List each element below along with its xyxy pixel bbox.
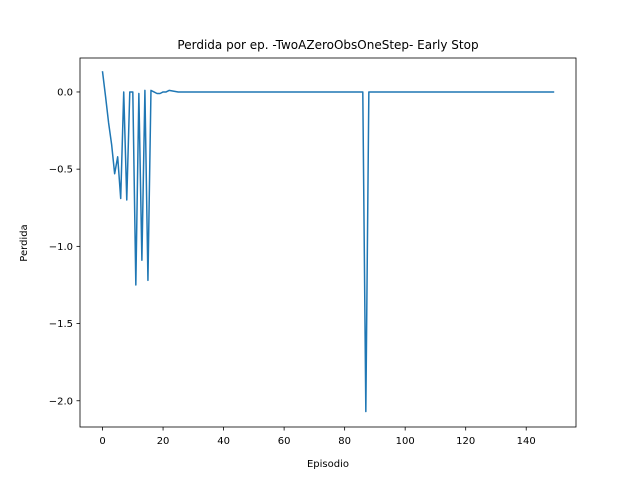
x-tick-label: 140 bbox=[517, 436, 536, 447]
x-tick-label: 80 bbox=[338, 436, 351, 447]
y-tick-label: −1.5 bbox=[49, 319, 73, 330]
y-axis-label: Perdida bbox=[19, 224, 30, 261]
x-tick-label: 40 bbox=[217, 436, 230, 447]
x-axis: 0 20 40 60 80 100 120 140 bbox=[99, 427, 536, 447]
y-tick-label: 0.0 bbox=[57, 87, 73, 98]
x-tick-label: 20 bbox=[157, 436, 170, 447]
chart-title: Perdida por ep. -TwoAZeroObsOneStep- Ear… bbox=[177, 38, 478, 52]
x-tick-label: 100 bbox=[396, 436, 415, 447]
y-tick-label: −1.0 bbox=[49, 242, 73, 253]
y-tick-label: −0.5 bbox=[49, 165, 73, 176]
x-tick-label: 120 bbox=[456, 436, 475, 447]
plot-frame bbox=[79, 57, 577, 428]
series-line bbox=[101, 71, 555, 413]
y-tick-label: −2.0 bbox=[49, 396, 73, 407]
plot-area bbox=[79, 57, 577, 428]
x-tick-label: 60 bbox=[278, 436, 291, 447]
x-axis-label: Episodio bbox=[307, 459, 349, 470]
y-axis: 0.0 −0.5 −1.0 −1.5 −2.0 bbox=[49, 87, 80, 407]
x-tick-label: 0 bbox=[99, 436, 105, 447]
